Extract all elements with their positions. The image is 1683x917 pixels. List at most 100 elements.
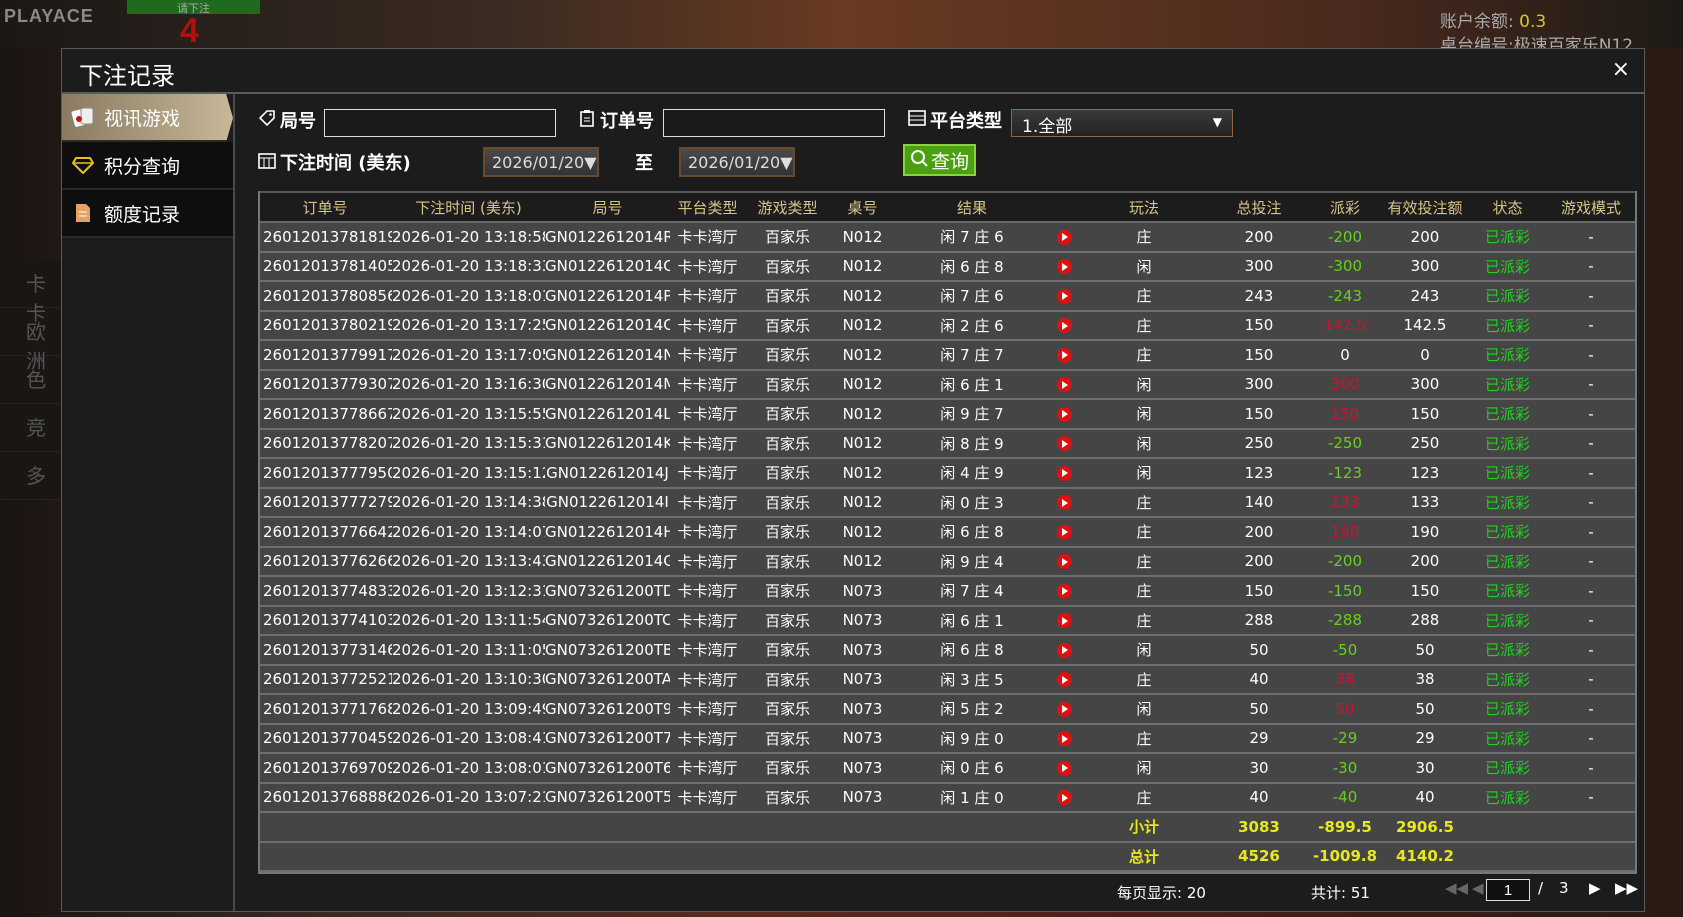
bet-type-cell: 庄 <box>1080 605 1208 636</box>
payout-cell: -123 <box>1310 458 1380 489</box>
sidebar-item-points-query[interactable]: 积分查询 <box>62 142 233 190</box>
side-menu-item[interactable]: 色 <box>0 356 61 404</box>
date-to-picker[interactable]: 2026/01/20▼ <box>679 147 795 177</box>
play-replay-icon[interactable] <box>1057 318 1072 334</box>
replay-cell[interactable] <box>1049 605 1080 636</box>
total-bet-cell: 200 <box>1208 222 1310 253</box>
play-replay-icon[interactable] <box>1057 288 1072 304</box>
game-type-cell: 百家乐 <box>745 487 830 518</box>
replay-cell[interactable] <box>1049 517 1080 548</box>
play-replay-icon[interactable] <box>1057 524 1072 540</box>
play-replay-icon[interactable] <box>1057 701 1072 717</box>
result-cell: 闲 9 庄 7 <box>895 399 1049 430</box>
balance-label: 账户余额: <box>1440 12 1514 32</box>
replay-cell[interactable] <box>1049 369 1080 400</box>
play-replay-icon[interactable] <box>1057 583 1072 599</box>
game-type-cell: 百家乐 <box>745 576 830 607</box>
play-replay-icon[interactable] <box>1057 406 1072 422</box>
date-from-picker[interactable]: 2026/01/20▼ <box>483 147 599 177</box>
empty-cell <box>745 812 830 843</box>
total-bet-cell: 200 <box>1208 517 1310 548</box>
result-cell: 闲 6 庄 8 <box>895 251 1049 282</box>
replay-cell[interactable] <box>1049 635 1080 666</box>
table-no-cell: N073 <box>830 694 895 725</box>
first-page-icon[interactable]: ◀◀ <box>1445 879 1469 897</box>
empty-cell <box>1470 841 1545 872</box>
replay-cell[interactable] <box>1049 487 1080 518</box>
bet-time-cell: 2026-01-20 13:18:01 <box>392 281 545 312</box>
replay-cell[interactable] <box>1049 340 1080 371</box>
play-replay-icon[interactable] <box>1057 760 1072 776</box>
sidebar-item-live-games[interactable]: 视讯游戏 <box>62 94 233 142</box>
platform-cell: 卡卡湾厅 <box>670 340 745 371</box>
replay-cell[interactable] <box>1049 694 1080 725</box>
replay-cell[interactable] <box>1049 664 1080 695</box>
play-replay-icon[interactable] <box>1057 436 1072 452</box>
date-to-value: 2026/01/20 <box>688 153 781 172</box>
side-menu-item[interactable]: 欧洲 <box>0 308 61 373</box>
bet-time-cell: 2026-01-20 13:10:30 <box>392 664 545 695</box>
order-filter-label: 订单号 <box>578 107 654 133</box>
table-row: 260120137799172 2026-01-20 13:17:05 GN0122… <box>258 340 1637 371</box>
table-row: 260120137779503 2026-01-20 13:15:12 GN0122… <box>258 458 1637 489</box>
play-replay-icon[interactable] <box>1057 495 1072 511</box>
replay-cell[interactable] <box>1049 428 1080 459</box>
page-number-input[interactable] <box>1486 879 1530 901</box>
side-menu-item[interactable]: 多 <box>0 452 61 500</box>
replay-cell[interactable] <box>1049 458 1080 489</box>
play-replay-icon[interactable] <box>1057 377 1072 393</box>
game-mode-cell: - <box>1545 664 1637 695</box>
replay-cell[interactable] <box>1049 251 1080 282</box>
play-replay-icon[interactable] <box>1057 229 1072 245</box>
status-cell: 已派彩 <box>1470 399 1545 430</box>
empty-cell <box>745 841 830 872</box>
replay-cell[interactable] <box>1049 723 1080 754</box>
side-menu-item[interactable]: 卡卡 <box>0 260 61 325</box>
dropdown-arrow-icon: ▼ <box>1212 115 1222 129</box>
game-mode-cell: - <box>1545 605 1637 636</box>
replay-cell[interactable] <box>1049 310 1080 341</box>
play-replay-icon[interactable] <box>1057 554 1072 570</box>
game-mode-cell: - <box>1545 458 1637 489</box>
round-id-cell: GN0122612014N <box>545 340 670 371</box>
prev-page-icon[interactable]: ◀ <box>1472 879 1484 897</box>
table-no-cell: N012 <box>830 458 895 489</box>
game-side-menu: 卡卡 欧洲 色 竞 多 <box>0 260 61 500</box>
replay-cell[interactable] <box>1049 782 1080 813</box>
query-button[interactable]: 查询 <box>903 144 976 176</box>
table-no-cell: N073 <box>830 576 895 607</box>
order-number-input[interactable] <box>663 109 885 137</box>
column-header: 有效投注额 <box>1380 191 1470 223</box>
round-id-cell: GN073261200TD <box>545 576 670 607</box>
status-cell: 已派彩 <box>1470 281 1545 312</box>
replay-cell[interactable] <box>1049 222 1080 253</box>
total-bet-cell: 50 <box>1208 635 1310 666</box>
sidebar-item-credit-record[interactable]: 额度记录 <box>62 190 233 238</box>
play-replay-icon[interactable] <box>1057 672 1072 688</box>
play-replay-icon[interactable] <box>1057 642 1072 658</box>
next-page-icon[interactable]: ▶ <box>1589 879 1601 897</box>
play-replay-icon[interactable] <box>1057 613 1072 629</box>
close-icon[interactable]: × <box>1611 57 1630 82</box>
status-cell: 已派彩 <box>1470 694 1545 725</box>
round-input[interactable] <box>324 109 556 137</box>
side-menu-item[interactable]: 竞 <box>0 404 61 452</box>
status-cell: 已派彩 <box>1470 782 1545 813</box>
result-cell: 闲 7 庄 4 <box>895 576 1049 607</box>
replay-cell[interactable] <box>1049 753 1080 784</box>
sidebar-item-label: 视讯游戏 <box>104 107 181 130</box>
play-replay-icon[interactable] <box>1057 731 1072 747</box>
platform-cell: 卡卡湾厅 <box>670 546 745 577</box>
last-page-icon[interactable]: ▶▶ <box>1615 879 1639 897</box>
play-replay-icon[interactable] <box>1057 465 1072 481</box>
replay-cell[interactable] <box>1049 281 1080 312</box>
result-cell: 闲 3 庄 5 <box>895 664 1049 695</box>
replay-cell[interactable] <box>1049 399 1080 430</box>
replay-cell[interactable] <box>1049 576 1080 607</box>
play-replay-icon[interactable] <box>1057 790 1072 806</box>
replay-cell[interactable] <box>1049 546 1080 577</box>
play-replay-icon[interactable] <box>1057 259 1072 275</box>
play-replay-icon[interactable] <box>1057 347 1072 363</box>
platform-type-select[interactable]: 1.全部 ▼ <box>1011 109 1233 137</box>
subtotal-total-bet: 3083 <box>1208 812 1310 843</box>
